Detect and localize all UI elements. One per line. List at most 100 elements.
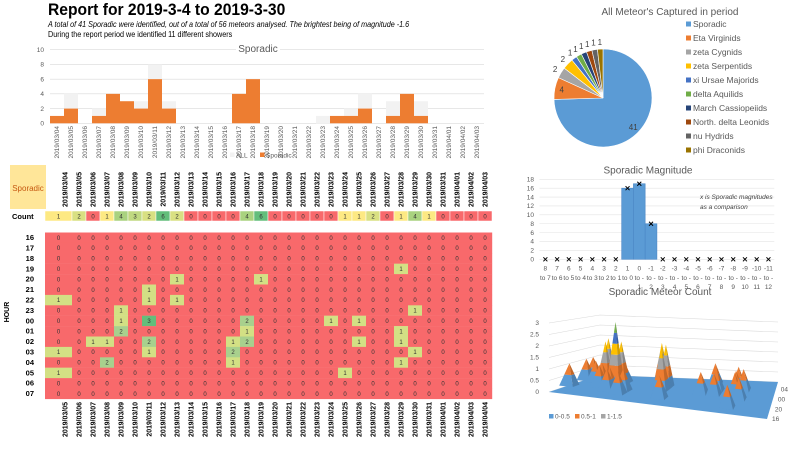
x-tick-label: 2019/03/08 [110,126,117,159]
column-date-label: 2019/03/21 [286,402,293,437]
hour-cell-value: 0 [105,257,109,263]
hour-cell [450,336,465,348]
hour-cell [86,242,101,254]
hour-cell-value: 0 [371,350,375,356]
column-date-label: 2019/03/09 [132,172,139,207]
hour-cell-value: 0 [203,319,207,325]
hour-cell [45,388,73,400]
hour-row-label: 03 [26,348,34,357]
hour-cell-value: 0 [147,329,151,335]
hour-cell [128,284,143,296]
hour-cell [72,346,87,358]
hour-cell-value: 0 [371,246,375,252]
hour-cell-value: 0 [273,329,277,335]
column-date-label: 2019/03/29 [398,402,405,437]
hour-cell [156,232,171,244]
hour-cell-value: 0 [371,257,375,263]
hour-cell-value: 0 [357,236,361,242]
hour-cell-value: 0 [119,277,123,283]
hour-cell-value: 0 [161,371,165,377]
hour-cell [240,284,255,296]
hour-cell [100,336,115,348]
hour-cell-value: 0 [301,361,305,367]
hour-cell [86,284,101,296]
hour-cell [408,378,423,389]
hour-cell-value: 0 [315,329,319,335]
hour-cell-value: 0 [315,267,319,273]
pie-data-label: 41 [629,123,638,132]
hour-cell-value: 0 [175,340,179,346]
column-date-label: 2019/03/24 [328,402,335,437]
hour-cell-value: 0 [245,350,249,356]
hour-cell-value: 0 [301,381,305,387]
hour-cell-value: 0 [441,361,445,367]
bar-sporadic [106,93,120,124]
hour-cell-value: 0 [413,288,417,294]
hour-cell [282,232,297,244]
hour-cell [296,388,311,400]
pie-slice [597,48,604,99]
hour-cell [240,232,255,244]
hour-cell-value: 0 [413,371,417,377]
hour-cell [100,326,115,337]
depth-tick-label: 04 [781,387,789,394]
legend-swatch [686,49,691,55]
hour-cell [45,263,73,275]
hour-cell-value: 0 [231,257,235,263]
hour-cell-value: 1 [399,361,403,367]
depth-tick-label: 20 [775,406,783,413]
column-date-label: 2019/03/16 [216,402,223,437]
hour-cell-value: 0 [469,246,473,252]
surface-facet [618,341,623,353]
hour-cell [72,378,87,389]
hour-cell [296,274,311,285]
hour-cell-value: 0 [77,277,81,283]
hour-cell [394,367,409,379]
hour-cell [464,263,479,275]
hour-cell-value: 0 [483,392,487,398]
hour-cell-value: 0 [315,277,319,283]
hour-cell [268,253,283,264]
hour-cell [436,378,451,389]
hour-cell [170,274,185,285]
hour-cell-value: 0 [273,246,277,252]
hour-cell-value: 0 [329,361,333,367]
x-tick-label: 2019/04/02 [460,126,467,159]
hour-cell [380,263,395,275]
hour-cell [282,253,297,264]
hour-row-label: 05 [26,368,34,377]
hour-cell-value: 0 [133,288,137,294]
hour-cell [352,232,367,244]
count-value: 0 [217,214,221,220]
column-date-label: 2019/03/20 [272,402,279,437]
hour-cell [282,326,297,337]
hour-cell [212,263,227,275]
hour-cell-value: 0 [91,288,95,294]
hour-cell-value: 0 [301,329,305,335]
hour-cell-value: 0 [455,277,459,283]
hour-cell [142,346,157,358]
hour-cell-value: 0 [77,319,81,325]
hour-cell-value: 1 [147,298,151,304]
column-date-label: 2019/03/31 [426,402,433,437]
surface-chart: Sporadic Meteor Count00.511.522.53162000… [530,287,788,423]
hour-cell [450,346,465,358]
hour-cell-value: 0 [371,277,375,283]
legend-label: North. delta Leonids [693,117,769,127]
hour-cell-value: 0 [119,371,123,377]
x-marker [660,256,666,262]
hour-cell-value: 0 [189,236,193,242]
hour-cell-value: 0 [273,381,277,387]
hour-cell-value: 2 [245,340,249,346]
hour-cell [324,263,339,275]
hour-cell [352,367,367,379]
hour-cell [338,315,353,327]
hour-cell-value: 0 [385,277,389,283]
hour-cell [310,378,325,389]
hour-cell-value: 0 [469,319,473,325]
hour-cell [450,326,465,337]
surface-facet [738,366,743,379]
surface-facet [663,344,667,356]
pie-data-label: 4 [559,85,564,94]
x-tick-label: 2019/03/16 [222,126,229,159]
